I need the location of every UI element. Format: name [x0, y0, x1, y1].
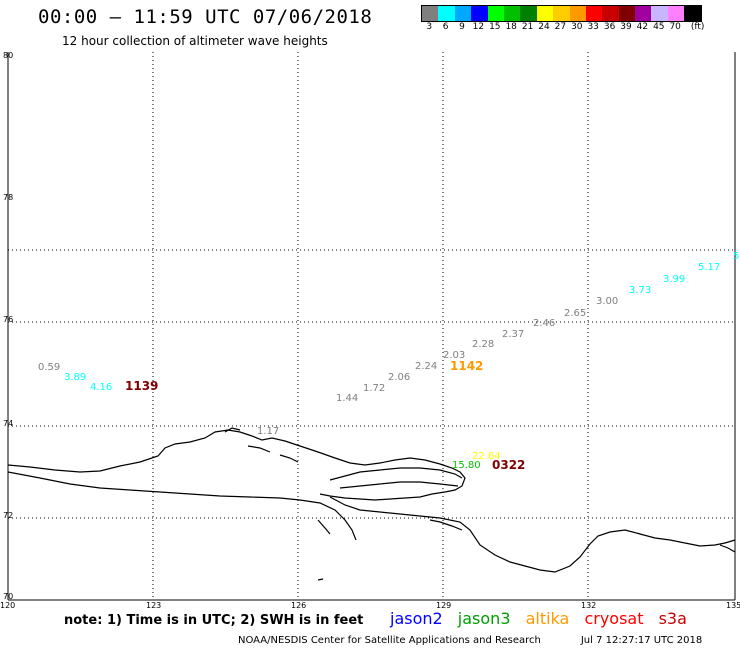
- lat-label-76: 76: [3, 315, 13, 324]
- colorbar-swatch: [602, 6, 619, 21]
- obs-5.17: 5.17: [698, 262, 720, 273]
- latitude-labels: 80 78 76 74 72 70: [3, 51, 13, 601]
- lat-label-72: 72: [3, 511, 13, 520]
- colorbar-label: 45: [653, 22, 665, 32]
- colorbar-swatch: [684, 6, 701, 21]
- colorbar-swatch: [422, 6, 439, 21]
- map-title: 00:00 – 11:59 UTC 07/06/2018: [38, 6, 373, 28]
- colorbar-swatch: [520, 6, 537, 21]
- obs-4.16: 4.16: [90, 382, 112, 393]
- lon-label-123: 123: [146, 601, 161, 610]
- lat-label-74: 74: [3, 419, 13, 428]
- lat-label-80: 80: [3, 51, 13, 60]
- colorbar-label: 33: [587, 22, 599, 32]
- colorbar-label: 6: [442, 22, 449, 32]
- obs-2.37: 2.37: [502, 329, 524, 340]
- colorbar-label: 9: [459, 22, 465, 32]
- colorbar-swatch: [487, 6, 504, 21]
- obs-2.28: 2.28: [472, 339, 494, 350]
- legend-s3a: s3a: [658, 609, 687, 628]
- pass-timestamps: 1139 1142 0322: [125, 359, 525, 472]
- colorbar-swatch: [438, 6, 455, 21]
- map-frame: [7, 52, 736, 601]
- wave-height-observations: 0.59 3.89 4.16 1.17 1.44 1.72 2.06 2.24 …: [38, 251, 739, 471]
- colorbar-label: (ft): [690, 22, 705, 32]
- colorbar-label: 12: [472, 22, 485, 32]
- obs-2.06: 2.06: [388, 372, 410, 383]
- colorbar-label: 39: [620, 22, 632, 32]
- obs-1.44: 1.44: [336, 393, 358, 404]
- timestamp-1139: 1139: [125, 379, 158, 393]
- colorbar-label: 15: [489, 22, 501, 32]
- lon-label-120: 120: [0, 601, 15, 610]
- legend-jason2: jason2: [390, 609, 443, 628]
- colorbar-label: 24: [538, 22, 550, 32]
- obs-1.72: 1.72: [363, 383, 385, 394]
- colorbar-label: 21: [521, 22, 534, 32]
- footer-source: NOAA/NESDIS Center for Satellite Applica…: [238, 635, 541, 646]
- colorbar-swatch: [471, 6, 488, 21]
- lat-label-78: 78: [3, 193, 13, 202]
- map-subtitle: 12 hour collection of altimeter wave hei…: [62, 34, 328, 48]
- obs-5: 5: [733, 251, 739, 262]
- timestamp-0322: 0322: [492, 458, 525, 472]
- coastline: [7, 427, 736, 581]
- footer: NOAA/NESDIS Center for Satellite Applica…: [238, 635, 702, 646]
- colorbar-swatch: [569, 6, 586, 21]
- longitude-labels: 120 123 126 129 132 135: [0, 601, 740, 610]
- colorbar-swatch: [503, 6, 521, 21]
- graticule: [8, 52, 735, 600]
- colorbar-swatch: [454, 6, 472, 21]
- legend-cryosat: cryosat: [584, 609, 644, 628]
- obs-22.64: 22.64: [472, 451, 501, 462]
- colorbar-swatch: [651, 6, 668, 21]
- lon-label-129: 129: [436, 601, 451, 610]
- obs-3.73: 3.73: [629, 285, 651, 296]
- colorbar-labels: 3 6 9 12 15 18 21 24 27 30 33 36 39 42 45 70 (ft): [421, 22, 740, 34]
- colorbar-swatch: [667, 6, 685, 21]
- colorbar-swatch: [536, 6, 554, 21]
- colorbar-label: 70: [669, 22, 681, 32]
- obs-3.99: 3.99: [663, 274, 685, 285]
- obs-3.89: 3.89: [64, 372, 86, 383]
- obs-1.17: 1.17: [257, 426, 279, 437]
- lat-label-70: 70: [3, 592, 13, 601]
- units-note: note: 1) Time is in UTC; 2) SWH is in fe…: [64, 613, 364, 628]
- colorbar-label: 18: [505, 22, 517, 32]
- colorbar-label: 36: [603, 22, 616, 32]
- obs-2.65: 2.65: [564, 308, 586, 319]
- colorbar-label: 42: [636, 22, 649, 32]
- wave-height-colorbar: [421, 5, 702, 22]
- colorbar-label: 3: [426, 22, 433, 32]
- obs-0.59: 0.59: [38, 362, 60, 373]
- colorbar-swatch: [618, 6, 636, 21]
- footer-timestamp: Jul 7 12:27:17 UTC 2018: [580, 635, 703, 646]
- colorbar-label: 27: [554, 22, 567, 32]
- lon-label-126: 126: [291, 601, 306, 610]
- colorbar-swatch: [635, 6, 652, 21]
- colorbar-swatch: [553, 6, 570, 21]
- obs-2.03: 2.03: [443, 350, 465, 361]
- obs-15.80: 15.80: [452, 460, 481, 471]
- legend-jason3: jason3: [457, 609, 511, 628]
- timestamp-1142: 1142: [450, 359, 483, 373]
- satellite-legend: jason2 jason3 altika cryosat s3a: [390, 609, 687, 628]
- obs-2.24: 2.24: [415, 361, 437, 372]
- colorbar-label: 30: [571, 22, 583, 32]
- obs-3.00: 3.00: [596, 296, 618, 307]
- obs-2.46: 2.46: [533, 318, 555, 329]
- lon-label-132: 132: [581, 601, 596, 610]
- legend-altika: altika: [525, 609, 570, 628]
- lon-label-135: 135: [726, 601, 740, 610]
- colorbar-swatch: [585, 6, 603, 21]
